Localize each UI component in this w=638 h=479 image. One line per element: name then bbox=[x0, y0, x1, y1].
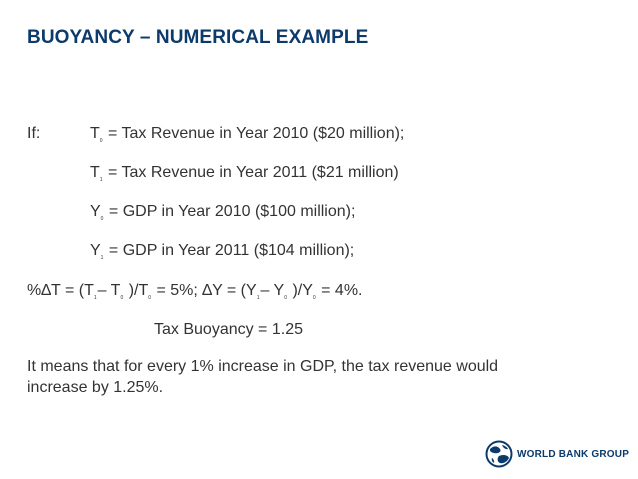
definition-y1: Y1 = GDP in Year 2011 ($104 million); bbox=[90, 241, 354, 261]
definition-variable: Y bbox=[90, 203, 101, 220]
globe-icon bbox=[485, 440, 513, 468]
slide-title: BUOYANCY – NUMERICAL EXAMPLE bbox=[27, 27, 369, 48]
formula-subscript: 0 bbox=[284, 295, 287, 301]
definition-variable: T bbox=[90, 164, 100, 181]
formula-subscript: 1 bbox=[93, 295, 97, 301]
definition-t1: T1 = Tax Revenue in Year 2011 ($21 milli… bbox=[90, 163, 399, 183]
formula-part: – T bbox=[97, 282, 121, 299]
formula-subscript: 1 bbox=[256, 295, 260, 301]
formula-part: – Y bbox=[260, 282, 285, 299]
conclusion-line: It means that for every 1% increase in G… bbox=[27, 358, 499, 375]
definition-variable: T bbox=[90, 125, 100, 142]
logo-text: WORLD BANK GROUP bbox=[517, 448, 630, 460]
tax-buoyancy-result: Tax Buoyancy = 1.25 bbox=[154, 321, 303, 338]
formula-part: = 4%. bbox=[321, 282, 363, 299]
formula-part: )/T bbox=[128, 282, 149, 299]
definition-text: = GDP in Year 2010 ($100 million); bbox=[108, 203, 356, 220]
formula-part: )/Y bbox=[292, 282, 313, 299]
if-label: If: bbox=[27, 125, 41, 142]
definition-t0: T0 = Tax Revenue in Year 2010 ($20 milli… bbox=[90, 124, 404, 144]
growth-formula: %∆T = (T1– T0 )/T0 = 5%; ∆Y = (Y1– Y0 )/… bbox=[27, 281, 362, 301]
world-bank-group-logo: WORLD BANK GROUP bbox=[485, 438, 629, 470]
definition-subscript: 1 bbox=[100, 255, 104, 261]
formula-part: = 5%; ∆Y = (Y bbox=[156, 282, 257, 299]
formula-part: %∆T = (T bbox=[27, 282, 94, 299]
definition-subscript: 0 bbox=[100, 216, 104, 222]
definition-text: = Tax Revenue in Year 2011 ($21 million) bbox=[108, 164, 399, 181]
formula-subscript: 0 bbox=[312, 295, 316, 301]
definition-subscript: 1 bbox=[99, 177, 103, 183]
definition-text: = GDP in Year 2011 ($104 million); bbox=[108, 242, 355, 259]
definition-y0: Y0 = GDP in Year 2010 ($100 million); bbox=[90, 202, 355, 222]
definition-subscript: 0 bbox=[99, 138, 103, 144]
definition-variable: Y bbox=[90, 242, 101, 259]
formula-subscript: 0 bbox=[148, 295, 152, 301]
conclusion-text: It means that for every 1% increase in G… bbox=[27, 356, 587, 398]
definition-text: = Tax Revenue in Year 2010 ($20 million)… bbox=[108, 125, 405, 142]
conclusion-line: increase by 1.25%. bbox=[27, 379, 164, 396]
formula-subscript: 0 bbox=[120, 295, 124, 301]
